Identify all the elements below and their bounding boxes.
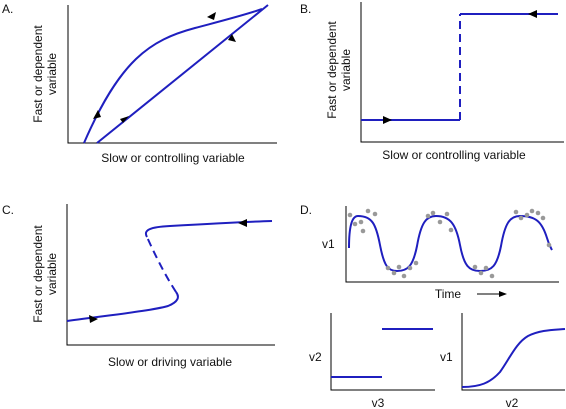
observation-point xyxy=(444,211,450,217)
step-plot-xlabel: v3 xyxy=(372,396,385,409)
observation-point xyxy=(483,265,489,271)
panel-b-ylabel-line2: variable xyxy=(339,49,353,91)
panel-c-ylabel-line2: variable xyxy=(45,253,59,295)
panel-b-arrow-left xyxy=(528,10,537,18)
observation-point xyxy=(425,213,431,219)
timeseries-xlabel: Time xyxy=(435,287,462,301)
observation-point xyxy=(546,242,552,248)
sigmoid-plot-xlabel: v2 xyxy=(506,396,519,409)
observation-point xyxy=(489,273,495,279)
panel-a: A. Fast or dependent variable Slow or co… xyxy=(2,2,277,165)
step-plot-axes xyxy=(330,313,435,391)
observation-point xyxy=(413,260,419,266)
observation-point xyxy=(401,273,407,279)
panel-d-step-plot: v2 v3 xyxy=(309,313,435,409)
observation-point xyxy=(448,227,454,233)
observation-point xyxy=(540,215,546,221)
panel-c: C. Fast or dependent variable Slow or dr… xyxy=(2,203,275,369)
timeseries-ylabel: v1 xyxy=(322,237,335,251)
panel-b-axes xyxy=(360,2,564,143)
panel-a-arrow-up xyxy=(93,110,101,119)
panel-a-axes xyxy=(67,5,277,144)
timeseries-axes xyxy=(345,206,559,283)
sigmoid-plot-ylabel: v1 xyxy=(440,350,453,364)
observation-point xyxy=(518,215,524,221)
panel-c-arrow-left xyxy=(238,219,247,227)
panel-c-middle-branch xyxy=(146,236,177,293)
observation-point xyxy=(365,208,371,214)
observation-point xyxy=(360,228,366,234)
panel-d-label: D. xyxy=(300,203,312,217)
observation-point xyxy=(524,212,530,218)
panel-c-label: C. xyxy=(2,203,14,217)
observation-point xyxy=(385,265,391,271)
observation-point xyxy=(437,219,443,225)
panel-d-sigmoid-plot: v1 v2 xyxy=(440,313,566,409)
panel-b: B. Fast or dependent variable Slow or co… xyxy=(300,2,564,162)
panel-a-arrow-down xyxy=(228,34,236,42)
observation-point xyxy=(396,264,402,270)
panel-a-arrow-left xyxy=(207,12,216,20)
observation-point xyxy=(513,209,519,215)
time-arrow-head xyxy=(499,291,507,297)
panel-d-timeseries: v1 Time xyxy=(322,206,559,301)
observation-point xyxy=(529,208,535,214)
panel-c-xlabel: Slow or driving variable xyxy=(108,355,232,369)
panel-b-xlabel: Slow or controlling variable xyxy=(382,148,526,162)
observation-point xyxy=(535,210,541,216)
panel-a-upper-branch xyxy=(83,8,263,144)
observation-point xyxy=(352,221,358,227)
observation-point xyxy=(372,211,378,217)
panel-c-arrow-right xyxy=(89,315,98,323)
observation-point xyxy=(407,265,413,271)
panel-c-upper-branch xyxy=(145,220,273,238)
panel-c-ylabel-line1: Fast or dependent xyxy=(31,225,45,323)
panel-a-label: A. xyxy=(2,2,13,16)
panel-c-lower-branch xyxy=(66,291,179,322)
timeseries-curve xyxy=(348,214,553,273)
sigmoid-plot-axes xyxy=(461,313,565,391)
observation-point xyxy=(478,270,484,276)
observation-point xyxy=(472,264,478,270)
panel-a-ylabel-line1: Fast or dependent xyxy=(31,25,45,123)
observation-point xyxy=(358,219,364,225)
observation-point xyxy=(391,270,397,276)
panel-a-xlabel: Slow or controlling variable xyxy=(101,151,245,165)
panel-b-label: B. xyxy=(300,2,311,16)
timeseries-observations xyxy=(347,208,552,279)
observation-point xyxy=(347,212,353,218)
step-plot-ylabel: v2 xyxy=(309,350,322,364)
observation-point xyxy=(430,210,436,216)
panel-a-arrow-right xyxy=(120,116,129,123)
sigmoid-curve xyxy=(461,328,566,388)
panel-b-arrow-right xyxy=(383,116,392,124)
panel-a-ylabel-line2: variable xyxy=(45,53,59,95)
panel-b-ylabel-line1: Fast or dependent xyxy=(325,21,339,119)
panel-d: D. v1 Time v2 v3 v1 v2 xyxy=(300,203,566,409)
panel-c-axes xyxy=(66,204,275,346)
